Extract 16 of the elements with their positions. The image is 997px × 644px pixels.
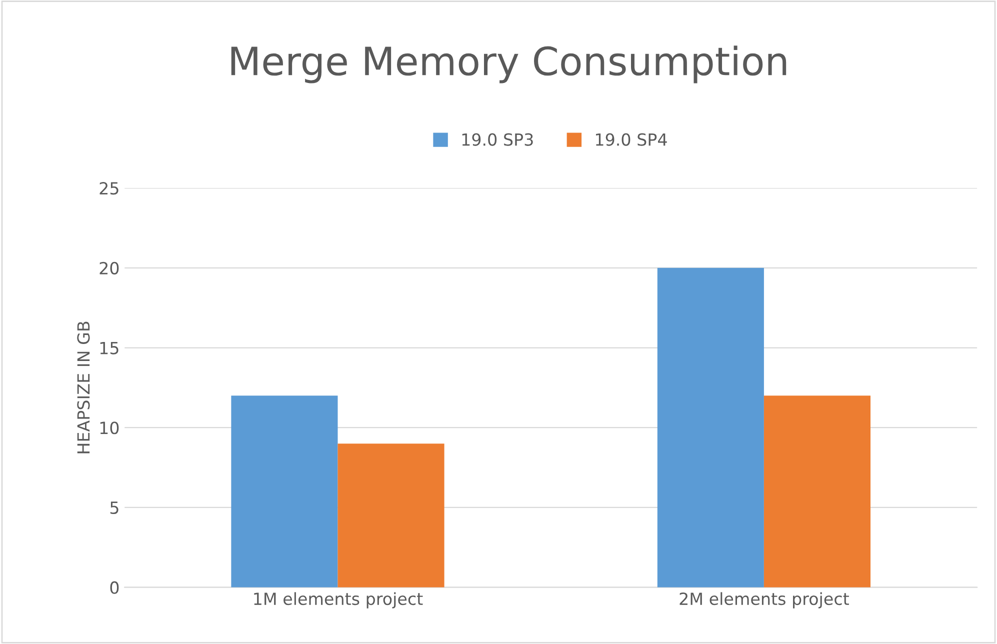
bar	[338, 444, 444, 588]
bar	[657, 268, 764, 588]
legend-label: 19.0 SP4	[596, 133, 667, 146]
x-tick-label: 2M elements project	[680, 592, 849, 608]
bar	[231, 396, 338, 588]
y-tick-label: 25	[100, 182, 118, 195]
y-tick-label: 0	[110, 581, 119, 594]
y-tick-label: 15	[100, 342, 118, 354]
chart-title: Merge Memory Consumption	[231, 46, 786, 84]
legend-label: 19.0 SP3	[462, 133, 533, 146]
x-tick-label: 1M elements project	[254, 592, 423, 608]
y-tick-label: 10	[100, 422, 119, 434]
y-axis-title: HEAPSIZE IN GB	[77, 322, 90, 454]
y-tick-label: 5	[110, 502, 118, 514]
y-tick-label: 20	[100, 262, 119, 274]
bar	[764, 396, 871, 588]
